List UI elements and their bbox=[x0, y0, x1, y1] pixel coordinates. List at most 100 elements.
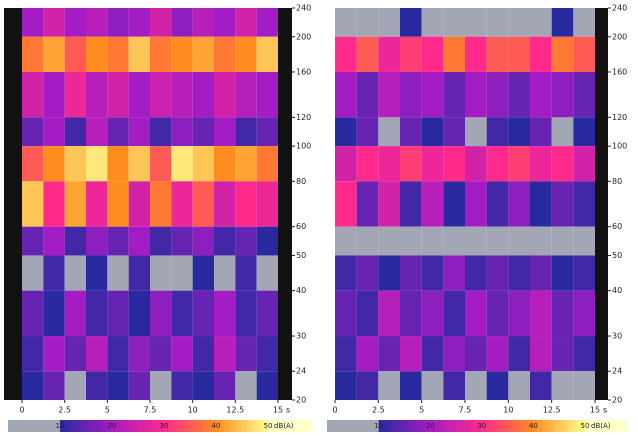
heat-cell bbox=[235, 146, 257, 182]
heat-cell bbox=[64, 290, 86, 337]
heat-cell bbox=[551, 8, 574, 37]
y-tick-label: 80 bbox=[612, 177, 622, 186]
heat-cell bbox=[43, 8, 65, 37]
heat-cell bbox=[421, 226, 444, 256]
colorbar-segment bbox=[481, 420, 487, 432]
heat-cell bbox=[573, 146, 595, 182]
heat-cell bbox=[573, 71, 595, 118]
colorbar-segment bbox=[352, 420, 358, 432]
heat-cell bbox=[128, 226, 150, 256]
heat-cell bbox=[214, 226, 236, 256]
heat-cell bbox=[128, 181, 150, 227]
colorbar-segment bbox=[400, 420, 405, 432]
heat-cell bbox=[551, 146, 574, 182]
heat-cell bbox=[256, 117, 278, 147]
colorbar-segment bbox=[81, 420, 87, 432]
colorbar-tick-label: 40 bbox=[212, 422, 221, 430]
heat-cell bbox=[573, 181, 595, 227]
heat-cell bbox=[256, 371, 278, 400]
heat-cell bbox=[356, 8, 379, 37]
heat-cell bbox=[64, 117, 86, 147]
heat-cell bbox=[486, 336, 509, 372]
colorbar-segment bbox=[456, 420, 461, 432]
heat-cell bbox=[530, 226, 552, 256]
heat-cell bbox=[107, 36, 129, 72]
heat-cell bbox=[486, 371, 509, 400]
heat-cell bbox=[235, 226, 257, 256]
colorbar-segment bbox=[572, 420, 577, 432]
heat-cell bbox=[192, 8, 214, 37]
colorbar-segment bbox=[246, 420, 252, 432]
colorbar-segment bbox=[378, 420, 384, 432]
colorbar-segment bbox=[516, 420, 521, 432]
colorbar-segment bbox=[94, 420, 100, 432]
y-tick-label: 100 bbox=[296, 142, 311, 151]
heat-cell bbox=[107, 8, 129, 37]
heat-cell bbox=[86, 36, 108, 72]
heat-cell bbox=[508, 8, 530, 37]
colorbar-segment bbox=[382, 420, 388, 432]
heat-cell bbox=[508, 371, 530, 400]
heat-cell bbox=[530, 146, 552, 182]
heat-cell bbox=[128, 146, 150, 182]
frame-strip bbox=[278, 8, 292, 400]
colorbar-segment bbox=[460, 420, 466, 432]
heat-cell bbox=[171, 146, 193, 182]
heat-cell bbox=[378, 146, 400, 182]
colorbar-segment bbox=[259, 420, 265, 432]
heat-cell bbox=[107, 226, 129, 256]
colorbar-segment bbox=[190, 420, 195, 432]
colorbar-segment bbox=[507, 420, 513, 432]
heat-cell bbox=[192, 336, 214, 372]
heat-cell bbox=[22, 255, 44, 291]
heat-cell bbox=[573, 117, 595, 147]
colorbar-segment bbox=[21, 420, 26, 432]
heat-cell bbox=[86, 336, 108, 372]
colorbar-tick-label: 30 bbox=[477, 422, 486, 430]
colorbar-segment bbox=[224, 420, 230, 432]
heat-cell bbox=[573, 371, 595, 400]
y-tick-label: 100 bbox=[612, 142, 627, 151]
heat-cell bbox=[86, 290, 108, 337]
heat-cell bbox=[171, 336, 193, 372]
colorbar-segment bbox=[194, 420, 200, 432]
heat-cell bbox=[128, 371, 150, 400]
colorbar-segment bbox=[580, 420, 586, 432]
heat-cell bbox=[530, 117, 552, 147]
colorbar-segment bbox=[207, 420, 213, 432]
heat-cell bbox=[508, 336, 530, 372]
heat-cell bbox=[573, 290, 595, 337]
heat-cell bbox=[128, 290, 150, 337]
heat-cell bbox=[378, 71, 400, 118]
heat-cell bbox=[356, 290, 379, 337]
colorbar-tail bbox=[268, 420, 312, 432]
colorbar-segment bbox=[233, 420, 239, 432]
heat-cell bbox=[128, 36, 150, 72]
heat-cell bbox=[171, 36, 193, 72]
heat-cell bbox=[378, 290, 400, 337]
colorbar-segment bbox=[434, 420, 440, 432]
colorbar-segment bbox=[263, 420, 269, 432]
y-tick-label: 20 bbox=[612, 396, 622, 405]
heat-cell bbox=[171, 71, 193, 118]
heat-cell bbox=[443, 71, 465, 118]
colorbar-segment bbox=[567, 420, 573, 432]
heat-cell bbox=[235, 71, 257, 118]
heat-cell bbox=[335, 117, 357, 147]
y-tick-label: 40 bbox=[296, 286, 306, 295]
heat-cell bbox=[421, 8, 444, 37]
heat-cell bbox=[486, 8, 509, 37]
heat-cell bbox=[356, 117, 379, 147]
heat-cell bbox=[22, 226, 44, 256]
heat-cell bbox=[400, 336, 422, 372]
heat-cell bbox=[421, 371, 444, 400]
colorbar-segment bbox=[164, 420, 169, 432]
colorbar-segment bbox=[447, 420, 453, 432]
heat-cell bbox=[335, 146, 357, 182]
heat-cell bbox=[192, 226, 214, 256]
heat-cell bbox=[443, 336, 465, 372]
heat-cell bbox=[530, 36, 552, 72]
heat-cell bbox=[356, 371, 379, 400]
heat-cell bbox=[192, 290, 214, 337]
heat-cell bbox=[150, 36, 172, 72]
